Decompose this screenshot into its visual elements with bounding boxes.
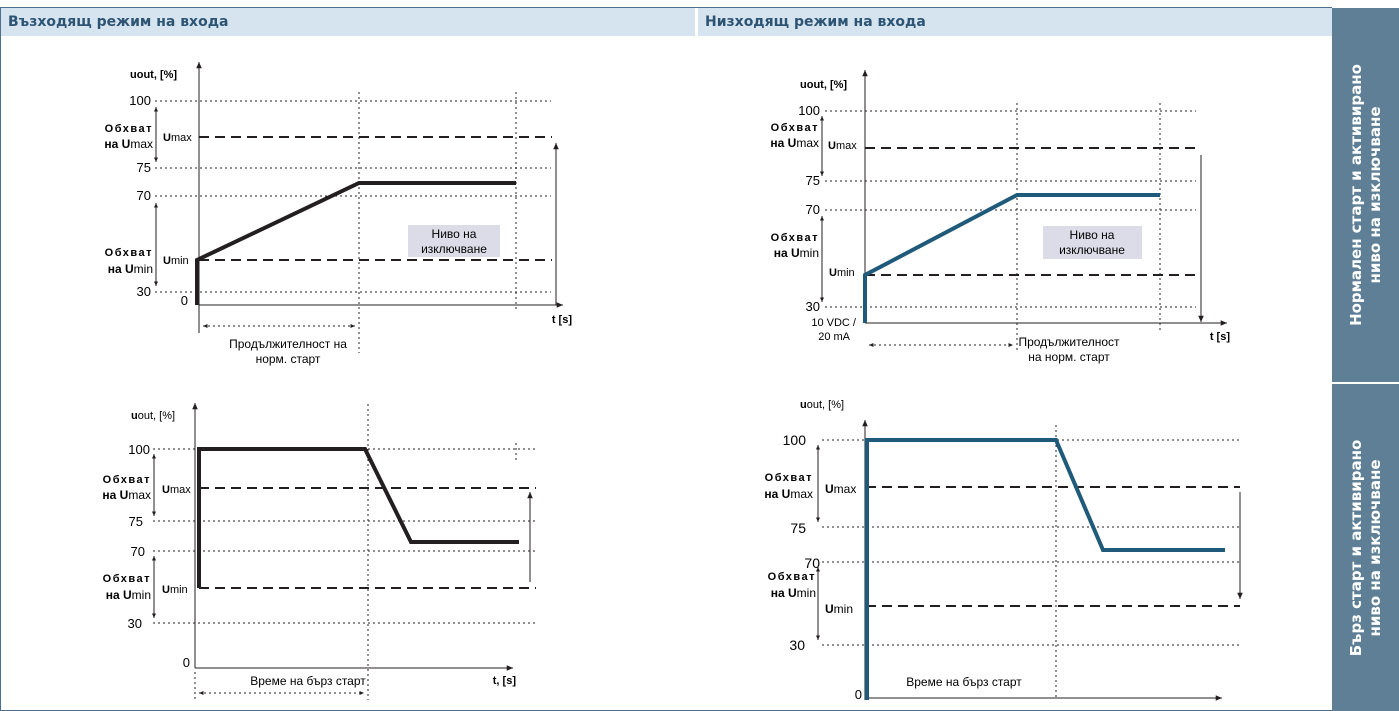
header-left-title: Възходящ режим на входа	[8, 14, 229, 30]
duration-label-line1: Продължителност на	[229, 337, 347, 351]
tick-100: 100	[798, 103, 820, 118]
tick-75: 75	[137, 160, 151, 175]
cutoff-label-line2: изключване	[1059, 243, 1125, 257]
y-title-main: u	[131, 410, 138, 422]
range-umax-line1: Обхват	[765, 472, 813, 484]
range-umin-line1: Обхват	[768, 571, 816, 583]
header-right-title: Низходящ режим на входа	[705, 14, 926, 30]
side-panel-top: Нормален старт и активирано ниво на изкл…	[1332, 8, 1399, 382]
range-umin-line2: на Umin	[771, 586, 816, 600]
range-umax-line1: Обхват	[105, 123, 153, 135]
side-label-bottom: Бърз старт и активирано ниво на изключва…	[1346, 439, 1384, 656]
side-label-top: Нормален старт и активирано ниво на изкл…	[1346, 64, 1384, 326]
range-umax-line2: на Umax	[770, 136, 819, 150]
cutoff-label-line1: Ниво на	[432, 227, 477, 241]
duration-label: Време на бърз старт	[906, 675, 1022, 689]
frame-left-border	[0, 7, 1, 711]
x-axis-title: t [s]	[1210, 331, 1231, 343]
x-axis-title: t, [s]	[493, 675, 517, 687]
cutoff-label-line2: изключване	[421, 242, 487, 256]
header-right: Низходящ режим на входа	[698, 8, 1332, 36]
tick-100: 100	[783, 432, 807, 448]
cutoff-label-line1: Ниво на	[1070, 228, 1115, 242]
range-umax-line1: Обхват	[103, 474, 151, 486]
y-title-sub: out, [%]	[807, 399, 844, 411]
range-umin-line2: на Umin	[774, 246, 819, 260]
y-title-sub: out, [%]	[137, 69, 178, 81]
chart-top-left: uout, [%] 100 75 70 30 0 t [s] Обхват на…	[104, 62, 572, 366]
frame-top-border	[0, 7, 1332, 8]
umax-label: Umax	[163, 132, 192, 144]
output-curve	[197, 447, 519, 588]
umax-label: Umax	[162, 484, 191, 496]
range-umin-line2: на Umin	[108, 262, 153, 276]
duration-label-line2: на норм. старт	[1028, 350, 1110, 364]
output-curve	[863, 193, 1160, 323]
y-axis-title: uout, [%]	[131, 410, 175, 422]
chart-bottom-left: uout, [%] 100 75 70 30 0 t, [s] Обхват н…	[102, 403, 537, 700]
header-left: Възходящ режим на входа	[1, 8, 695, 36]
side-panel-bottom: Бърз старт и активирано ниво на изключва…	[1332, 384, 1399, 711]
y-title-main: u	[800, 79, 807, 91]
tick-100: 100	[129, 93, 151, 108]
tick-0-line2: 20 mA	[818, 331, 850, 343]
range-umin-line1: Обхват	[103, 573, 151, 585]
range-umax-line2: на Umax	[102, 488, 151, 502]
range-umin-line1: Обхват	[771, 232, 819, 244]
tick-70: 70	[804, 555, 820, 571]
umax-label: Umax	[828, 140, 857, 152]
umin-label: Umin	[163, 255, 189, 267]
tick-75: 75	[806, 173, 820, 188]
x-axis-title: t [s]	[552, 314, 573, 326]
duration-label-line1: Продължителност	[1018, 335, 1120, 349]
tick-0: 0	[183, 655, 190, 670]
umin-label: Umin	[825, 602, 853, 616]
tick-30: 30	[789, 637, 805, 653]
y-axis-title: uout, [%]	[800, 399, 844, 411]
y-title-main: u	[130, 69, 137, 81]
tick-0-line1: 10 VDC /	[811, 317, 857, 329]
tick-0: 0	[181, 293, 188, 308]
diagrams-svg: uout, [%] 100 75 70 30 0 t [s] Обхват на…	[102, 62, 1243, 702]
output-curve	[195, 181, 516, 305]
range-umin-line2: на Umin	[106, 588, 151, 602]
chart-bottom-right: uout, [%] 100 75 70 30 0 Обхват на Umax …	[764, 399, 1243, 702]
y-axis-title: uout, [%]	[800, 79, 847, 91]
range-umax-line2: на Umax	[104, 137, 153, 151]
range-umin-line1: Обхват	[105, 247, 153, 259]
output-curve	[865, 438, 1225, 700]
tick-70: 70	[137, 188, 151, 203]
duration-label: Време на бърз старт	[250, 674, 366, 688]
cutoff-label-box	[408, 225, 500, 257]
umin-label: Umin	[829, 267, 855, 279]
umax-label: Umax	[825, 482, 856, 496]
tick-75: 75	[790, 520, 806, 536]
y-title-sub: out, [%]	[807, 79, 848, 91]
tick-30: 30	[806, 299, 820, 314]
tick-30: 30	[137, 284, 151, 299]
tick-100: 100	[128, 442, 150, 457]
tick-30: 30	[128, 616, 142, 631]
tick-0: 0	[855, 687, 862, 702]
y-title-sub: out, [%]	[138, 410, 175, 422]
y-axis-title: uout, [%]	[130, 69, 177, 81]
tick-70: 70	[806, 202, 820, 217]
duration-label-line2: норм. старт	[256, 352, 321, 366]
cutoff-label-box	[1043, 226, 1142, 259]
range-umax-line1: Обхват	[771, 122, 819, 134]
tick-75: 75	[129, 514, 143, 529]
y-title-main: u	[800, 399, 807, 411]
umin-label: Umin	[162, 584, 188, 596]
chart-top-right: uout, [%] 100 75 70 30 10 VDC / 20 mA t …	[770, 70, 1230, 364]
range-umax-line2: на Umax	[764, 487, 813, 501]
tick-70: 70	[131, 544, 145, 559]
